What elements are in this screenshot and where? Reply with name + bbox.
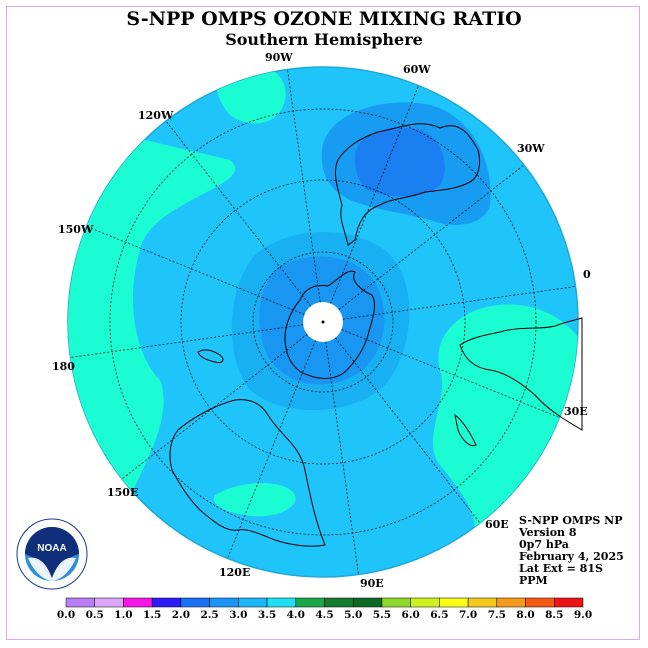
contour-2p5-samerica bbox=[354, 127, 445, 197]
meridian-line bbox=[121, 334, 308, 480]
lon-label-30w: 30W bbox=[517, 142, 545, 155]
info-line-latext: Lat Ext = 81S bbox=[519, 562, 603, 575]
colorbar-swatch bbox=[94, 597, 124, 608]
colorbar-swatch bbox=[151, 597, 182, 608]
lon-label-60e: 60E bbox=[485, 518, 509, 531]
colorbar-swatch bbox=[496, 597, 526, 608]
colorbar-swatch bbox=[238, 597, 268, 608]
colorbar-tick-label: 7.0 bbox=[459, 609, 477, 621]
colorbar-tick-label: 2.5 bbox=[200, 609, 218, 621]
svg-text:NOAA: NOAA bbox=[37, 543, 66, 554]
colorbar-swatch bbox=[554, 597, 584, 608]
colorbar-tick-label: 0.5 bbox=[86, 609, 104, 621]
info-line-level: 0p7 hPa bbox=[519, 538, 569, 551]
lon-label-150e: 150E bbox=[107, 486, 138, 499]
lon-label-150w: 150W bbox=[58, 223, 94, 236]
colorbar-tick-label: 7.5 bbox=[488, 609, 506, 621]
colorbar-tick-label: 0.0 bbox=[57, 609, 75, 621]
colorbar-tick-label: 2.0 bbox=[172, 609, 190, 621]
colorbar-swatch bbox=[439, 597, 469, 608]
longitude-labels: 90W 60W 30W 0 30E 60E 90E 120E 150E 180 … bbox=[52, 51, 591, 590]
noaa-logo: NOAA bbox=[16, 518, 88, 590]
colorbar-swatch bbox=[123, 597, 153, 608]
meridian-line bbox=[287, 69, 321, 303]
info-line-date: February 4, 2025 bbox=[519, 550, 624, 563]
meridian-line bbox=[330, 85, 419, 304]
meridian-line bbox=[70, 324, 304, 358]
colorbar-swatch bbox=[180, 597, 210, 608]
colorbar-swatch bbox=[65, 597, 95, 608]
colorbar-swatch bbox=[324, 597, 354, 608]
meridian-line bbox=[342, 286, 576, 320]
colorbar-swatch bbox=[352, 597, 383, 608]
colorbar-tick-label: 3.5 bbox=[258, 609, 276, 621]
meridian-line bbox=[338, 164, 525, 310]
colorbar-tick-label: 1.5 bbox=[143, 609, 161, 621]
colorbar-tick-label: 1.0 bbox=[114, 609, 132, 621]
coastlines bbox=[169, 123, 583, 547]
chart-subtitle: Southern Hemisphere bbox=[225, 30, 423, 49]
colorbar-tick-label: 3.0 bbox=[229, 609, 247, 621]
meridians bbox=[70, 69, 576, 575]
chart-title: S-NPP OMPS OZONE MIXING RATIO bbox=[126, 8, 522, 30]
latitude-circles bbox=[109, 108, 537, 536]
contour-4p0-southwest bbox=[214, 482, 296, 517]
meridian-line bbox=[165, 120, 311, 307]
colorbar-tick-label: 6.5 bbox=[430, 609, 448, 621]
colorbar-tick-label: 4.5 bbox=[315, 609, 333, 621]
info-line-product: S-NPP OMPS NP bbox=[519, 514, 623, 527]
figure-frame bbox=[6, 6, 640, 640]
lon-label-120e: 120E bbox=[219, 566, 250, 579]
colorbar-swatch bbox=[525, 597, 555, 608]
lon-label-120w: 120W bbox=[138, 109, 174, 122]
south-america-coast bbox=[335, 123, 481, 246]
meridian-line bbox=[341, 329, 560, 418]
colorbar-tick-label: 8.5 bbox=[545, 609, 563, 621]
antarctica-coast bbox=[284, 270, 375, 379]
lon-label-180: 180 bbox=[52, 360, 75, 373]
colorbar-tick-label: 9.0 bbox=[574, 609, 592, 621]
colorbar-swatch bbox=[467, 597, 498, 608]
colorbar: 0.0 0.5 1.0 1.5 2.0 2.5 3.0 3.5 4.0 4.5 5.0 5.5 6.0 6… bbox=[57, 597, 592, 621]
colorbar-swatch bbox=[381, 597, 411, 608]
info-panel: S-NPP OMPS NP Version 8 0p7 hPa February… bbox=[519, 515, 624, 587]
colorbar-swatch bbox=[209, 597, 239, 608]
colorbar-tick-label: 8.0 bbox=[516, 609, 534, 621]
info-line-version: Version 8 bbox=[519, 526, 577, 539]
australia-coast bbox=[169, 399, 326, 547]
new-zealand-coast bbox=[197, 349, 224, 363]
lon-label-90e: 90E bbox=[360, 577, 384, 590]
meridian-line bbox=[227, 340, 316, 559]
lon-label-30e: 30E bbox=[564, 405, 588, 418]
meridian-line bbox=[335, 337, 481, 524]
africa-coast bbox=[459, 317, 583, 431]
colorbar-tick-label: 4.0 bbox=[287, 609, 305, 621]
colorbar-swatch bbox=[410, 597, 440, 608]
colorbar-swatch bbox=[266, 597, 297, 608]
colorbar-tick-label: 5.5 bbox=[373, 609, 391, 621]
colorbar-tick-label: 5.0 bbox=[344, 609, 362, 621]
madagascar-coast bbox=[454, 413, 477, 447]
lon-label-0: 0 bbox=[583, 268, 591, 281]
meridian-line bbox=[86, 226, 305, 315]
colorbar-swatch bbox=[295, 597, 325, 608]
lon-label-90w: 90W bbox=[265, 51, 293, 64]
lon-label-60w: 60W bbox=[403, 63, 431, 76]
colorbar-tick-label: 6.0 bbox=[402, 609, 420, 621]
info-line-units: PPM bbox=[519, 574, 548, 587]
meridian-line bbox=[325, 341, 359, 575]
